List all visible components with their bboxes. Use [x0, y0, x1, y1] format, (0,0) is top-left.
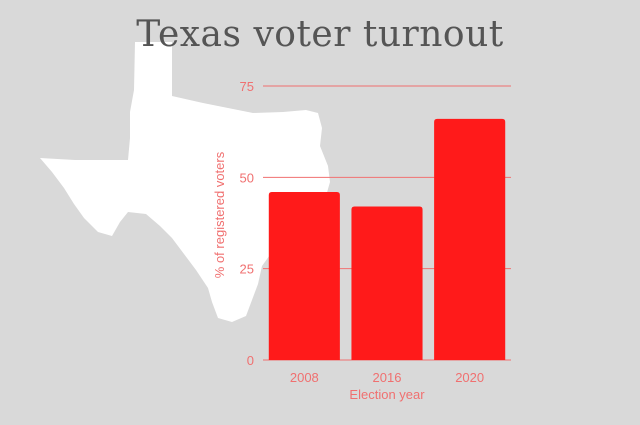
y-tick-label: 50 — [240, 170, 254, 185]
y-tick-label: 75 — [240, 79, 254, 94]
chart-title: Texas voter turnout — [136, 14, 504, 55]
y-tick-label: 0 — [247, 353, 254, 368]
y-axis-title: % of registered voters — [212, 151, 227, 278]
x-tick-label: 2020 — [455, 370, 484, 385]
bar-2020 — [434, 118, 506, 360]
x-axis-title: Election year — [349, 387, 425, 402]
x-tick-label: 2016 — [373, 370, 402, 385]
x-tick-label: 2008 — [290, 370, 319, 385]
bars — [268, 118, 506, 360]
bar-2008 — [268, 191, 340, 360]
bar-2016 — [351, 206, 423, 360]
texas-map-icon — [40, 42, 330, 322]
axis-ticks: 0 25 50 75 2008 2016 2020 — [240, 79, 485, 385]
y-tick-label: 25 — [240, 262, 254, 277]
